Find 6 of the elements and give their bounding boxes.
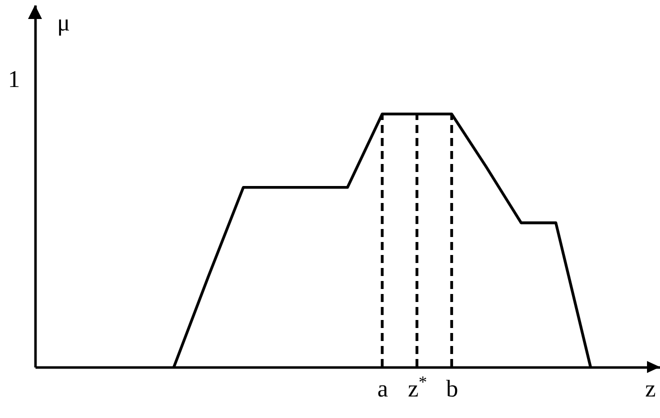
x-tick-label: a xyxy=(377,376,388,402)
text: 1 xyxy=(8,67,20,93)
y-axis-title: μ xyxy=(57,10,70,36)
x-tick-label: z$^{*}$ xyxy=(408,372,427,402)
x-axis-title: z xyxy=(645,376,656,402)
x-tick-label: b xyxy=(446,376,458,402)
